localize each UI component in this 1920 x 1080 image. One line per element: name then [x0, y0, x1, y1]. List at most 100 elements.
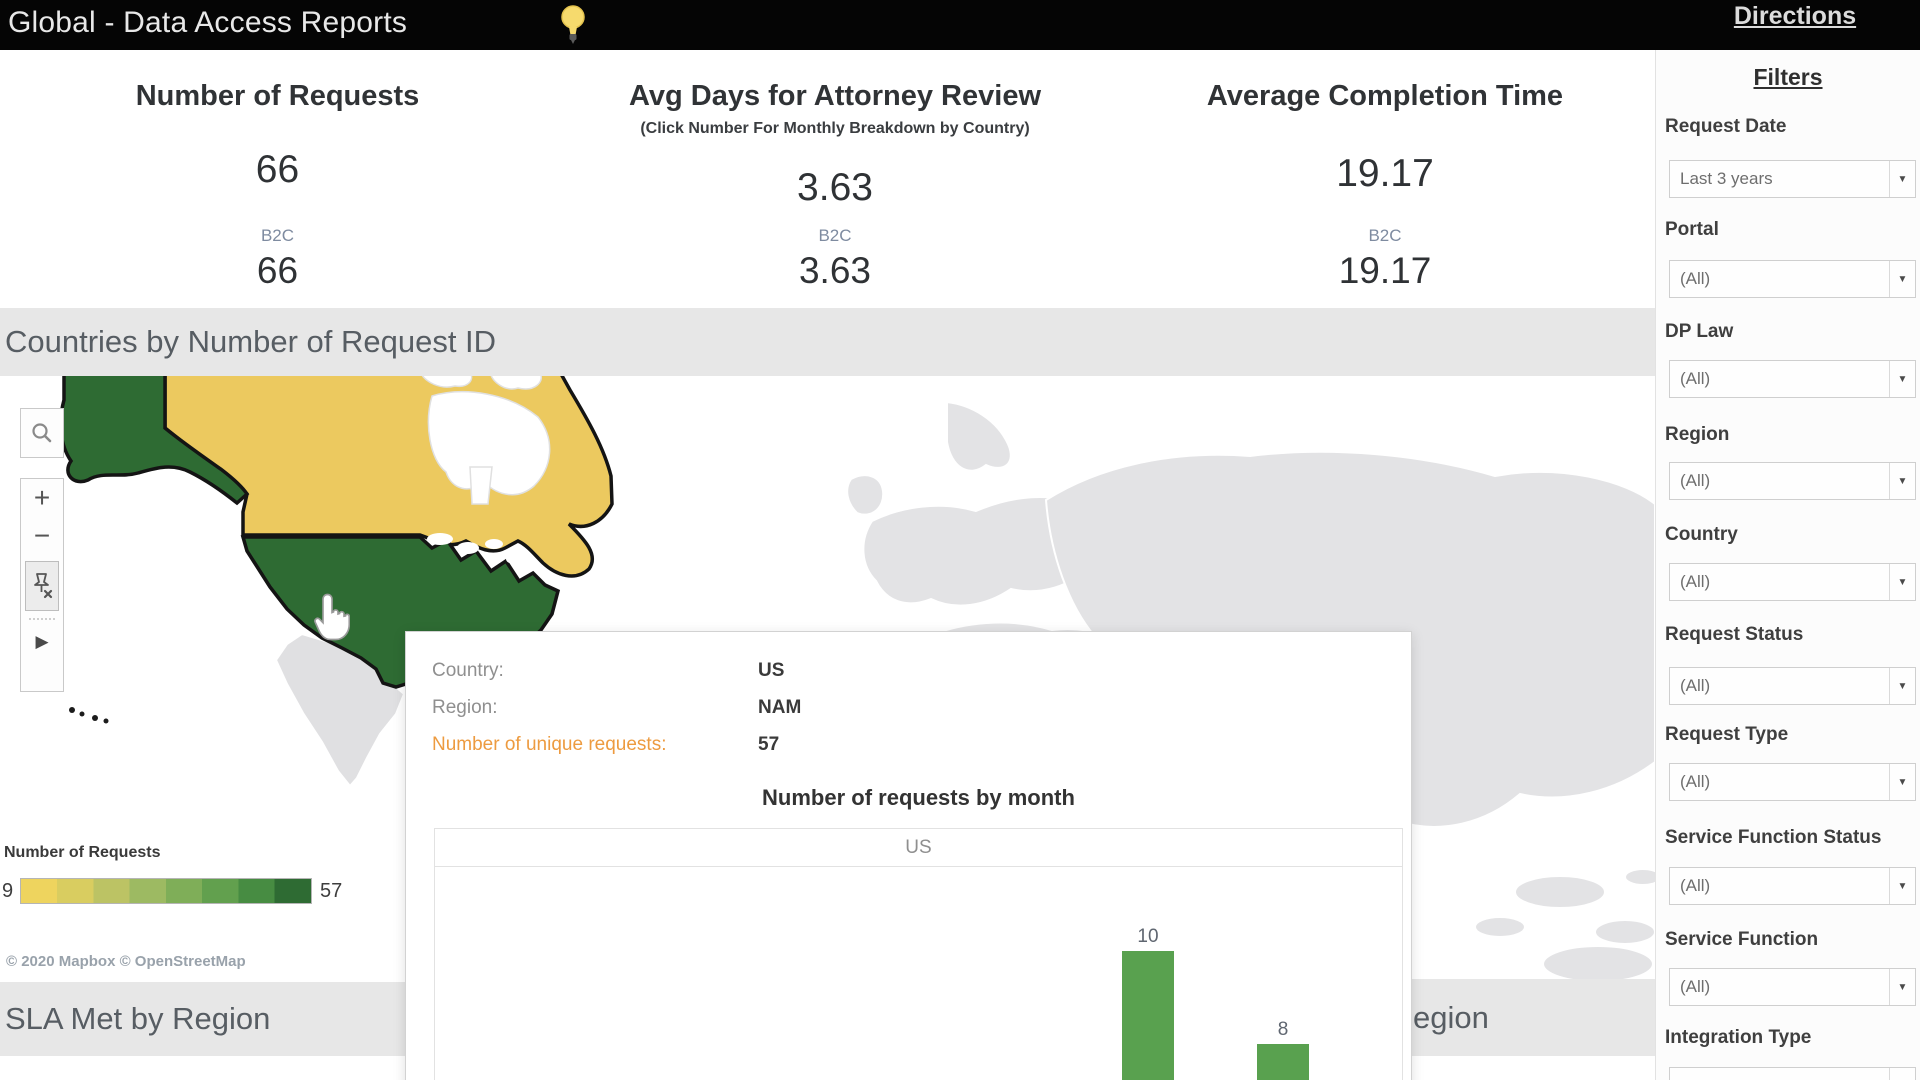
map-search-button[interactable]: [20, 408, 64, 458]
search-icon: [32, 423, 52, 443]
tooltip-chart-title: Number of requests by month: [762, 785, 1075, 810]
map-alaska[interactable]: [58, 372, 250, 506]
map-attribution: © 2020 Mapbox © OpenStreetMap: [6, 953, 246, 970]
service-function-dropdown[interactable]: (All) ▼: [1669, 968, 1916, 1006]
tooltip-label: Region:: [432, 696, 498, 718]
kpi-avg-days-attorney-review: Avg Days for Attorney Review (Click Numb…: [555, 50, 1115, 308]
map-legend-gradient[interactable]: [20, 878, 312, 904]
service-function-status-dropdown[interactable]: (All) ▼: [1669, 867, 1916, 905]
tooltip-value: US: [758, 659, 785, 681]
section-title: Countries by Number of Request ID: [5, 324, 497, 359]
chevron-down-icon: ▼: [1889, 261, 1915, 297]
filter-label: Country: [1665, 524, 1738, 545]
section-header-countries: Countries by Number of Request ID: [0, 308, 1655, 376]
map-great-lakes: [427, 533, 522, 564]
filter-label: DP Law: [1665, 321, 1734, 342]
map-toolbar: + − ▶: [20, 478, 64, 692]
section-title: SLA Met by Region: [5, 1001, 271, 1036]
country-dropdown[interactable]: (All) ▼: [1669, 563, 1916, 601]
toolbar-divider: [29, 618, 55, 620]
filter-label: Request Date: [1665, 116, 1787, 137]
title-bar: Global - Data Access Reports Directions: [0, 0, 1920, 50]
kpi-number-of-requests: Number of Requests 66 B2C 66: [0, 50, 555, 308]
filter-label: Request Status: [1665, 624, 1804, 645]
kpi-segment-value[interactable]: 19.17: [1338, 250, 1432, 291]
section-title-partial: egion: [1413, 999, 1489, 1035]
kpi-title: Number of Requests: [135, 80, 420, 112]
bar-group: 8: [1257, 1019, 1309, 1080]
chevron-down-icon: ▼: [1889, 764, 1915, 800]
kpi-title: Avg Days for Attorney Review: [628, 80, 1042, 112]
filter-label: Portal: [1665, 219, 1719, 240]
kpi-segment-label: B2C: [1368, 226, 1402, 245]
kpi-segment-label: B2C: [818, 226, 852, 245]
dropdown-value: (All): [1680, 369, 1711, 388]
pan-tools-button[interactable]: ▶: [35, 632, 49, 651]
filter-label: Integration Type: [1665, 1027, 1812, 1048]
page-title: Global - Data Access Reports: [8, 6, 408, 39]
tooltip-chart-subtitle: US: [435, 829, 1402, 867]
kpi-segment-value[interactable]: 3.63: [798, 250, 871, 291]
chevron-down-icon: ▼: [1889, 668, 1915, 704]
request-status-dropdown[interactable]: (All) ▼: [1669, 667, 1916, 705]
tooltip-label: Country:: [432, 659, 504, 681]
hand-cursor: [314, 593, 350, 641]
lightbulb-icon: [561, 5, 585, 44]
kpi-title: Average Completion Time: [1206, 80, 1564, 112]
chevron-down-icon: ▼: [1889, 463, 1915, 499]
map-legend-title: Number of Requests: [4, 844, 161, 861]
tooltip-row-unique-requests: Number of unique requests: 57: [432, 726, 801, 763]
map-legend-max: 57: [320, 880, 343, 902]
bar[interactable]: [1257, 1044, 1309, 1080]
chevron-down-icon: ▼: [1889, 564, 1915, 600]
kpi-segment-label: B2C: [260, 226, 295, 245]
dp-law-dropdown[interactable]: (All) ▼: [1669, 360, 1916, 398]
kpi-value[interactable]: 66: [255, 148, 300, 191]
map-hudson-bay: [419, 372, 551, 505]
bar[interactable]: [1122, 951, 1174, 1080]
kpi-value[interactable]: 19.17: [1336, 152, 1434, 195]
bar-group: 10: [1122, 926, 1174, 1080]
chevron-down-icon: ▼: [1889, 868, 1915, 904]
chevron-down-icon: ▼: [1889, 161, 1915, 197]
dropdown-value: (All): [1680, 876, 1711, 895]
map-legend-min: 9: [2, 880, 14, 902]
zoom-out-button[interactable]: −: [33, 520, 51, 551]
bar-value-label: 8: [1277, 1019, 1289, 1041]
kpi-average-completion-time: Average Completion Time 19.17 B2C 19.17: [1115, 50, 1655, 308]
map-tooltip: Country: US Region: NAM Number of unique…: [405, 631, 1412, 1080]
integration-type-dropdown[interactable]: ▼: [1669, 1067, 1916, 1080]
dropdown-value: (All): [1680, 676, 1711, 695]
dropdown-value: (All): [1680, 977, 1711, 996]
kpi-subtitle: (Click Number For Monthly Breakdown by C…: [640, 120, 1030, 137]
tooltip-value: NAM: [758, 696, 802, 718]
bar-value-label: 10: [1137, 926, 1159, 947]
tooltip-rows: Country: US Region: NAM Number of unique…: [432, 652, 801, 763]
region-dropdown[interactable]: (All) ▼: [1669, 462, 1916, 500]
filters-title: Filters: [1753, 64, 1823, 90]
dropdown-value: (All): [1680, 269, 1711, 288]
filter-label: Service Function: [1665, 929, 1819, 950]
chevron-down-icon: ▼: [1889, 361, 1915, 397]
tooltip-label: Number of unique requests:: [432, 733, 667, 755]
tooltip-chart-pane: US 10 8: [434, 828, 1403, 1080]
filter-label: Service Function Status: [1665, 827, 1882, 848]
dropdown-value: (All): [1680, 772, 1711, 791]
kpi-value[interactable]: 3.63: [797, 166, 873, 209]
chevron-down-icon: ▼: [1889, 1068, 1915, 1080]
filter-label: Request Type: [1665, 724, 1789, 745]
portal-dropdown[interactable]: (All) ▼: [1669, 260, 1916, 298]
zoom-in-button[interactable]: +: [33, 482, 51, 513]
kpi-segment-value[interactable]: 66: [256, 250, 299, 291]
dropdown-value: (All): [1680, 572, 1711, 591]
dropdown-value: Last 3 years: [1680, 169, 1773, 188]
reset-pin-button[interactable]: [25, 561, 59, 611]
pushpin-x-icon: [34, 573, 53, 599]
tooltip-row-country: Country: US: [432, 652, 801, 689]
filters-panel: Filters Request Date Last 3 years ▼ Port…: [1655, 50, 1920, 1080]
request-date-dropdown[interactable]: Last 3 years ▼: [1669, 160, 1916, 198]
filter-label: Region: [1665, 424, 1730, 445]
directions-link[interactable]: Directions: [1733, 2, 1857, 30]
request-type-dropdown[interactable]: (All) ▼: [1669, 763, 1916, 801]
